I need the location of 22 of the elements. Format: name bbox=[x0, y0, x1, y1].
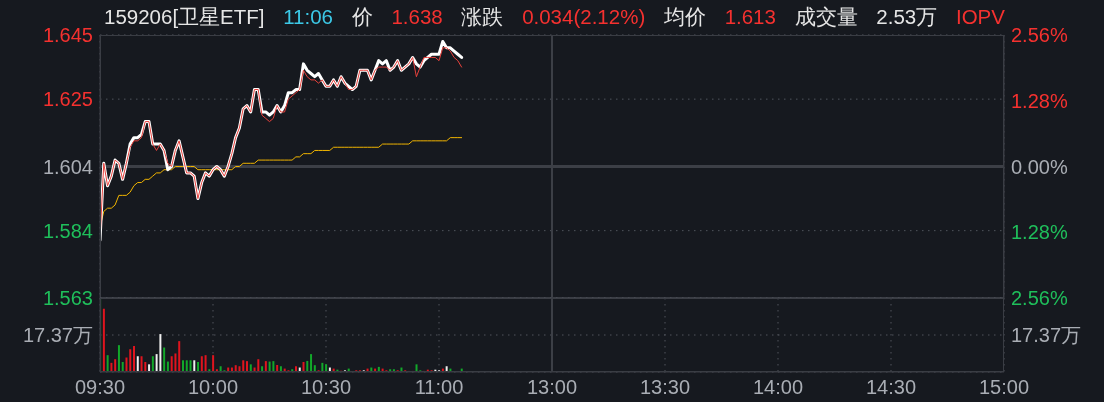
x-tick-label: 14:30 bbox=[865, 376, 917, 399]
x-tick-label: 09:30 bbox=[74, 376, 126, 399]
y-tick-label: 1.563 bbox=[42, 287, 93, 309]
y-tick-label: 17.37万 bbox=[22, 324, 93, 346]
x-tick-label: 13:00 bbox=[526, 376, 578, 399]
y2-tick-label: 1.28% bbox=[1011, 221, 1068, 244]
y-tick-label: 1.584 bbox=[42, 219, 93, 242]
x-tick-label: 14:00 bbox=[752, 376, 804, 399]
y-tick-label: 1.604 bbox=[42, 155, 93, 178]
y2-tick-label: 2.56% bbox=[1011, 24, 1068, 46]
x-tick-label: 10:30 bbox=[300, 376, 352, 399]
y2-tick-label: 2.56% bbox=[1011, 287, 1068, 309]
x-tick-label: 11:00 bbox=[414, 376, 464, 399]
y2-tick-label: 0.00% bbox=[1011, 155, 1068, 178]
x-tick-label: 15:00 bbox=[978, 376, 1030, 399]
y-tick-label: 1.625 bbox=[42, 88, 93, 111]
x-tick-label: 10:00 bbox=[187, 376, 239, 399]
chart-title: 159206[卫星ETF] 11:06 价 1.638 涨跌 0.034(2.12%) 均价 1.613 成交量 2.53万 IOPV bbox=[104, 5, 1005, 28]
y-tick-label: 1.645 bbox=[42, 24, 93, 46]
text: 17.37万 bbox=[1011, 324, 1082, 346]
x-tick-label: 13:30 bbox=[639, 376, 691, 399]
y2-tick-label: 1.28% bbox=[1011, 89, 1068, 112]
